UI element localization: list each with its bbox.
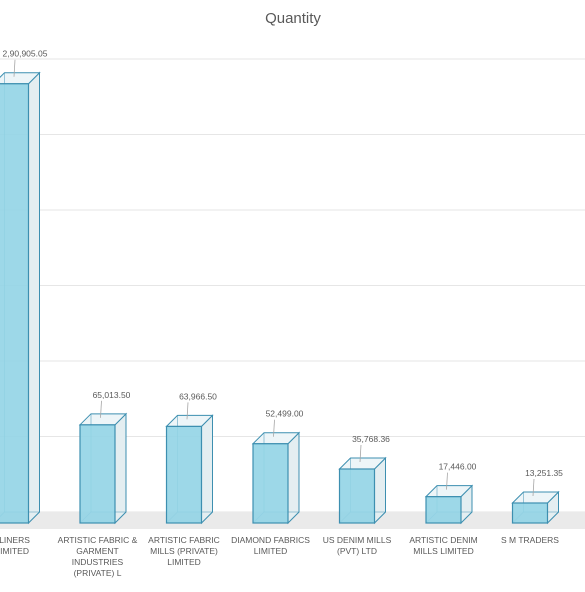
data-label: 17,446.00 <box>439 462 477 472</box>
data-label-leader <box>273 419 275 437</box>
category-label: ARTISTIC FABRIC & GARMENT INDUSTRIES (PRIVA… <box>58 535 138 578</box>
data-label-leader <box>100 400 102 418</box>
data-label-leader <box>532 478 535 497</box>
bar-side-face <box>114 412 127 525</box>
category-label: ...LINERS...IMITED <box>0 535 30 556</box>
bar <box>0 71 41 525</box>
bar-front-face <box>252 443 289 524</box>
data-label: 35,768.36 <box>352 434 390 444</box>
bar <box>511 490 560 525</box>
bar-side-face <box>287 431 300 525</box>
bar-front-face <box>425 496 462 524</box>
category-label: US DENIM MILLS (PVT) LTD <box>323 535 392 556</box>
category-label: ARTISTIC FABRIC MILLS (PRIVATE) LIMITED <box>148 535 220 567</box>
bar-front-face <box>0 83 30 524</box>
bar-front-face <box>79 424 116 524</box>
bar <box>251 431 301 525</box>
bar <box>165 414 214 525</box>
data-label: 52,499.00 <box>266 409 304 419</box>
data-label-leader <box>446 472 448 490</box>
data-label: 2,90,905.05 <box>3 49 48 59</box>
chart-title: Quantity <box>265 10 321 27</box>
data-label: 13,251.35 <box>525 468 563 478</box>
category-label: ARTISTIC DENIM MILLS LIMITED <box>409 535 477 556</box>
bar-front-face <box>165 425 203 524</box>
data-label-leader <box>13 59 16 77</box>
bar-front-face <box>511 502 549 524</box>
bars <box>0 71 560 525</box>
data-label-leader <box>359 444 362 463</box>
data-label: 65,013.50 <box>93 390 131 400</box>
bar-front-face <box>338 468 376 524</box>
data-label-leader <box>186 402 189 420</box>
data-label: 63,966.50 <box>179 391 217 401</box>
data-labels: 2,90,905.05 65,013.50 63,966.50 52,499.00 35… <box>3 49 563 497</box>
bar <box>338 456 387 525</box>
bar <box>424 484 474 525</box>
bar-side-face <box>201 414 213 525</box>
category-label: DIAMOND FABRICS LIMITED <box>231 535 310 556</box>
bar-side-face <box>28 71 40 525</box>
category-labels: ...LINERS...IMITED ARTISTIC FABRIC &GARME… <box>0 535 559 578</box>
category-label: S M TRADERS <box>501 535 559 545</box>
bar <box>78 412 128 525</box>
